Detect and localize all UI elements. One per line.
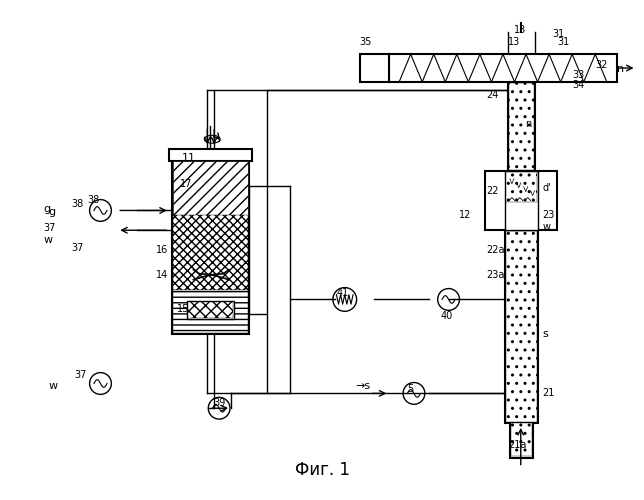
- Text: n: n: [617, 64, 624, 74]
- Text: 39: 39: [213, 398, 225, 408]
- Text: 23a: 23a: [486, 270, 504, 280]
- Text: 38: 38: [88, 194, 100, 204]
- Text: 5: 5: [407, 384, 413, 394]
- Bar: [485, 171, 557, 230]
- Text: →s: →s: [355, 380, 371, 390]
- Text: 11: 11: [182, 153, 196, 163]
- Text: 32: 32: [595, 60, 607, 70]
- Text: g: g: [48, 208, 55, 218]
- Bar: [172, 161, 249, 334]
- Text: 21a: 21a: [508, 440, 526, 450]
- Bar: [359, 54, 389, 82]
- Bar: [505, 230, 538, 423]
- Text: Фиг. 1: Фиг. 1: [294, 462, 350, 479]
- Text: 23: 23: [542, 210, 555, 220]
- Text: 13: 13: [514, 24, 526, 34]
- Text: 31: 31: [553, 30, 565, 40]
- Text: 38: 38: [71, 198, 83, 208]
- Bar: [506, 172, 536, 202]
- Bar: [249, 186, 267, 314]
- Text: 33: 33: [572, 70, 585, 80]
- Bar: [510, 423, 533, 458]
- Text: 24: 24: [486, 90, 498, 100]
- Text: 21: 21: [542, 388, 555, 398]
- Text: 41: 41: [337, 288, 349, 298]
- Bar: [505, 171, 538, 230]
- Text: 37: 37: [43, 224, 55, 234]
- Text: 40: 40: [440, 312, 453, 322]
- Bar: [508, 82, 535, 171]
- Text: 16: 16: [156, 245, 168, 255]
- Text: 35: 35: [359, 38, 372, 48]
- Text: 31: 31: [557, 38, 569, 48]
- Text: 37: 37: [71, 243, 83, 253]
- Bar: [506, 231, 536, 422]
- Text: d': d': [542, 183, 551, 193]
- Bar: [187, 302, 233, 318]
- Bar: [173, 161, 248, 216]
- Text: g: g: [43, 204, 50, 214]
- Text: 22a: 22a: [486, 245, 505, 255]
- Bar: [187, 302, 234, 319]
- Text: w: w: [542, 222, 551, 232]
- Text: w: w: [48, 380, 57, 390]
- Text: 17: 17: [180, 179, 192, 189]
- Bar: [389, 54, 617, 82]
- Bar: [173, 216, 248, 290]
- Text: s: s: [542, 329, 548, 339]
- Bar: [509, 83, 534, 170]
- Text: 22: 22: [486, 186, 498, 196]
- Text: 34: 34: [572, 80, 585, 90]
- Text: 14: 14: [156, 270, 168, 280]
- Text: 15: 15: [176, 304, 189, 314]
- Text: n: n: [525, 120, 531, 130]
- Bar: [511, 423, 532, 456]
- Bar: [173, 290, 248, 333]
- Text: 12: 12: [459, 210, 471, 220]
- Text: 37: 37: [75, 370, 87, 380]
- Bar: [169, 149, 252, 161]
- Text: 13: 13: [508, 38, 520, 48]
- Text: w: w: [43, 235, 52, 245]
